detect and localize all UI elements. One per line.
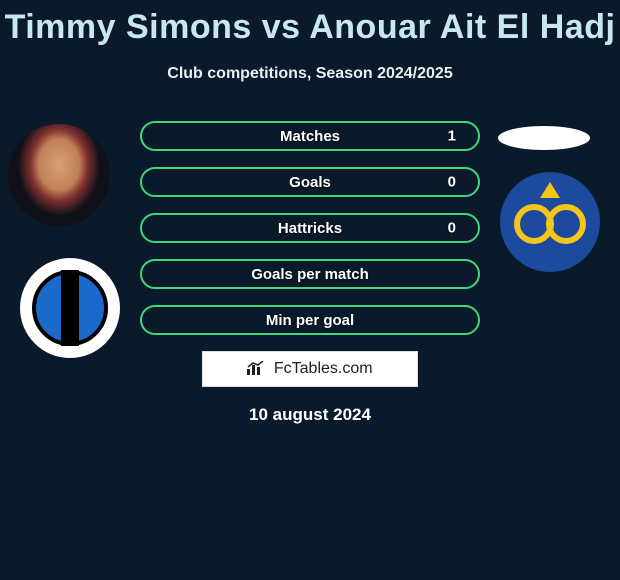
stat-row-hattricks: Hattricks 0 — [140, 213, 480, 243]
club-brugge-icon — [32, 270, 108, 346]
player-left-photo — [8, 124, 110, 226]
stat-row-goals-per-match: Goals per match — [140, 259, 480, 289]
stat-label: Matches — [280, 128, 340, 145]
stat-label: Goals — [289, 174, 331, 191]
stat-label: Goals per match — [251, 266, 369, 283]
stat-row-min-per-goal: Min per goal — [140, 305, 480, 335]
club-badge-left — [20, 258, 120, 358]
stat-label: Min per goal — [266, 312, 354, 329]
page-title: Timmy Simons vs Anouar Ait El Hadj — [0, 0, 620, 47]
club-usg-icon — [510, 182, 590, 262]
face-placeholder — [8, 124, 110, 226]
player-right-photo — [498, 126, 590, 150]
brand-attribution[interactable]: FcTables.com — [202, 351, 418, 387]
stat-value-right: 1 — [448, 128, 456, 145]
stat-label: Hattricks — [278, 220, 342, 237]
club-badge-right — [500, 172, 600, 272]
subtitle: Club competitions, Season 2024/2025 — [0, 65, 620, 83]
date-text: 10 august 2024 — [0, 405, 620, 425]
stat-value-right: 0 — [448, 220, 456, 237]
stat-row-matches: Matches 1 — [140, 121, 480, 151]
brand-text: FcTables.com — [274, 360, 373, 377]
stat-value-right: 0 — [448, 174, 456, 191]
chart-icon — [247, 360, 269, 377]
stats-container: Matches 1 Goals 0 Hattricks 0 Goals per … — [140, 121, 480, 335]
stat-row-goals: Goals 0 — [140, 167, 480, 197]
